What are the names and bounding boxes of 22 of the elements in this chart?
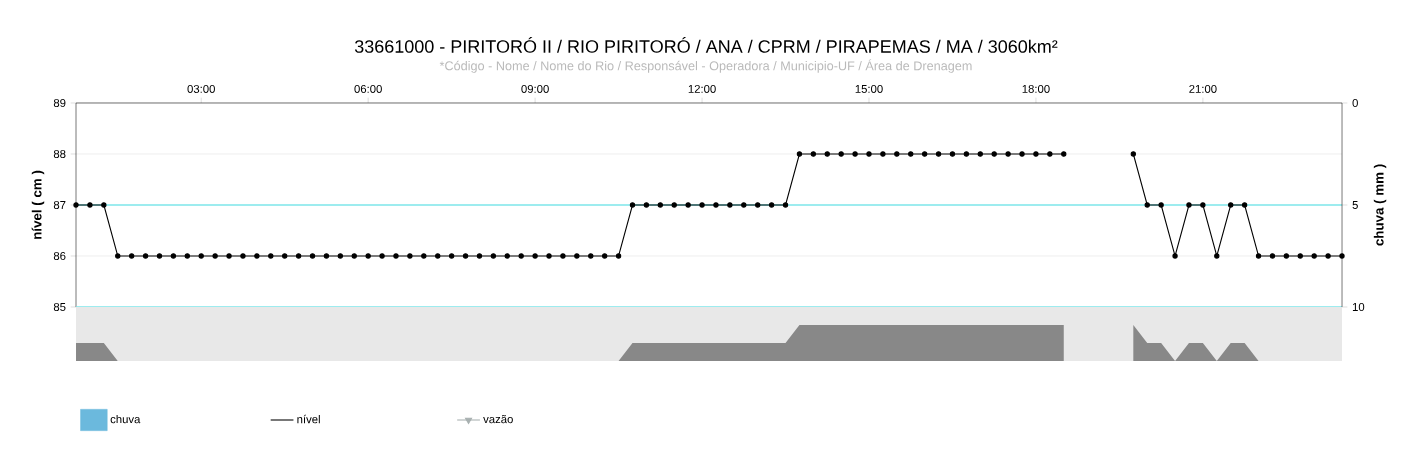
y-tick-label: 88 bbox=[53, 149, 66, 158]
x-tick-label: 09:00 bbox=[521, 84, 549, 93]
x-tick-label: 03:00 bbox=[187, 84, 215, 93]
y-axis-title: nível ( cm ) bbox=[31, 170, 45, 239]
y2-tick-label: 0 bbox=[1352, 98, 1358, 107]
legend-label: chuva bbox=[110, 414, 141, 424]
legend-label: vazão bbox=[483, 414, 513, 424]
chart-title: 33661000 - PIRITORÓ II / RIO PIRITORÓ / ANA / CPRM / PIRAPEMAS / MA / 3060km² bbox=[354, 37, 1058, 53]
x-tick-label: 15:00 bbox=[855, 84, 883, 93]
y-tick-label: 85 bbox=[53, 302, 66, 311]
y-tick-label: 89 bbox=[53, 98, 66, 107]
x-tick-label: 12:00 bbox=[688, 84, 716, 93]
y2-axis-title: chuva ( mm ) bbox=[1373, 164, 1387, 246]
chart-subtitle: *Código - Nome / Nome do Rio / Responsável - Operadora / Municipio-UF / Área de Drenagem bbox=[439, 59, 972, 73]
y-tick-label: 86 bbox=[53, 251, 66, 260]
y-tick-label: 87 bbox=[53, 200, 66, 209]
legend-label: nível bbox=[297, 414, 320, 424]
y2-tick-label: 5 bbox=[1352, 201, 1358, 209]
y2-tick-label: 10 bbox=[1352, 302, 1365, 311]
x-tick-label: 18:00 bbox=[1022, 84, 1050, 93]
x-tick-label: 21:00 bbox=[1189, 84, 1217, 93]
x-tick-label: 06:00 bbox=[354, 84, 382, 93]
